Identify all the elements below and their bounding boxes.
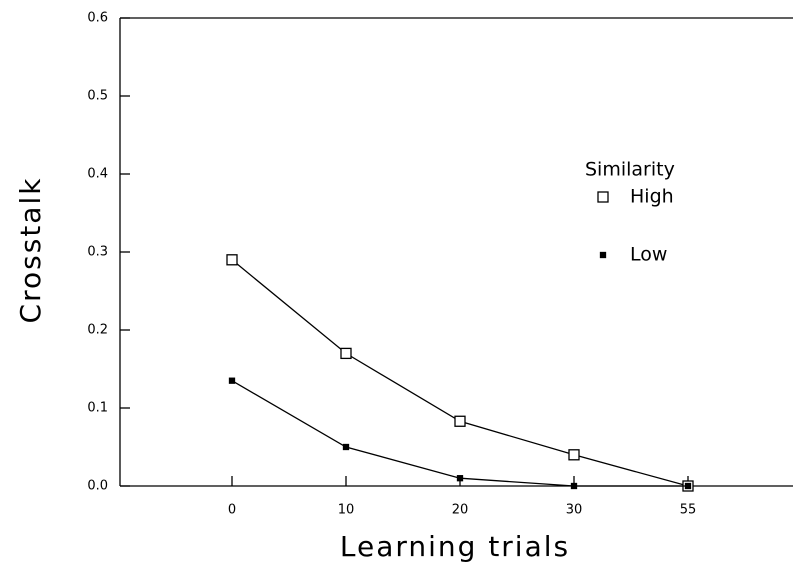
x-tick-label: 20 [452, 503, 469, 518]
data-point [684, 482, 692, 490]
series-line [231, 259, 689, 487]
data-point [456, 475, 464, 482]
data-point [340, 347, 352, 360]
data-point [226, 254, 238, 266]
x-tick-label: 30 [566, 503, 583, 518]
legend-marker [597, 191, 609, 203]
data-point [228, 377, 236, 384]
legend-label: Low [630, 244, 667, 266]
y-tick-label: 0.1 [87, 401, 108, 416]
legend-marker [599, 251, 607, 259]
y-tick-label: 0.4 [87, 167, 108, 182]
data-point [568, 449, 580, 461]
y-tick-label: 0.0 [87, 479, 108, 494]
data-point [454, 415, 466, 427]
legend-title: Similarity [585, 159, 675, 181]
data-point [342, 443, 350, 451]
y-tick-label: 0.5 [87, 89, 108, 104]
series-line [231, 380, 688, 487]
x-axis-title: Learning trials [340, 530, 570, 563]
y-axis-title: Crosstalk [14, 177, 47, 324]
data-point [570, 482, 578, 490]
y-tick-label: 0.3 [87, 245, 108, 260]
y-tick-label: 0.2 [87, 323, 108, 338]
x-tick-label: 55 [680, 503, 697, 518]
x-tick-label: 0 [228, 503, 236, 518]
x-tick-label: 10 [338, 503, 355, 518]
legend-label: High [630, 186, 674, 208]
y-tick-label: 0.6 [87, 11, 108, 26]
